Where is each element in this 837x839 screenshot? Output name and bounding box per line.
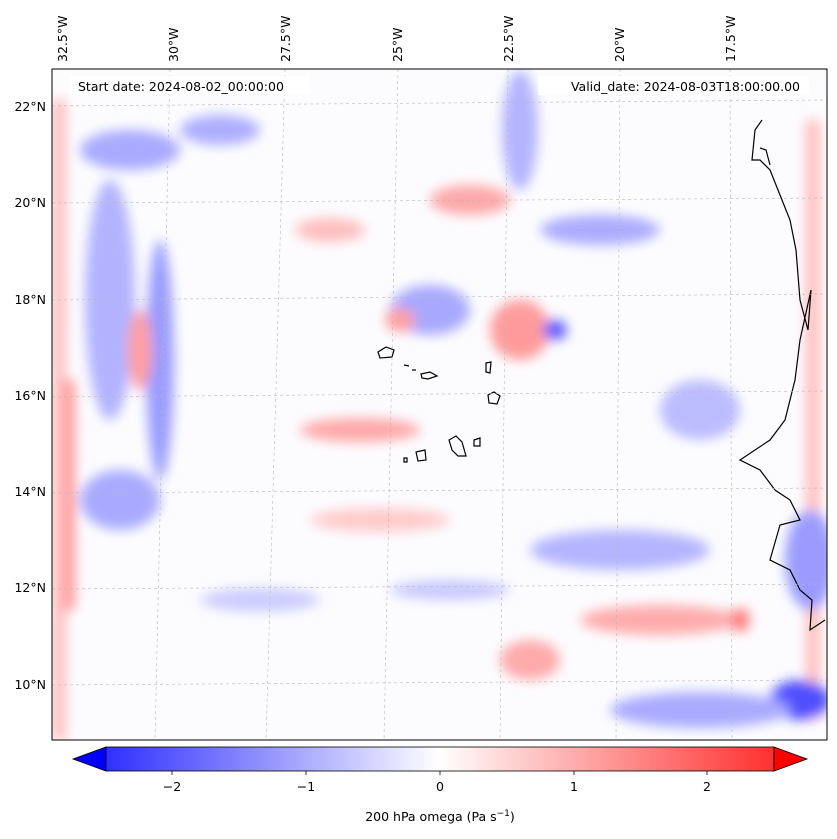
valid-date-text: Valid_date: 2024-08-03T18:00:00.00	[571, 79, 800, 94]
colorbar-extend-min	[71, 746, 107, 772]
lat-label: 20°N	[14, 195, 46, 210]
colorbar-tick: 2	[703, 779, 711, 794]
lat-label: 22°N	[14, 99, 46, 114]
colorbar-tick: 0	[436, 779, 444, 794]
lon-label: 30°W	[166, 27, 181, 62]
coastline	[738, 119, 826, 632]
map-panel	[51, 68, 828, 741]
lon-label: 20°W	[612, 27, 627, 62]
lon-label: 17.5°W	[723, 16, 738, 62]
longitude-labels: 32.5°W 30°W 27.5°W 25°W 22.5°W 20°W 17.5…	[55, 16, 738, 62]
lat-label: 14°N	[14, 484, 46, 499]
lat-label: 10°N	[14, 677, 46, 692]
colorbar-tick: −1	[297, 779, 315, 794]
colorbar-tick: 1	[570, 779, 578, 794]
cape-verde-islands	[377, 346, 501, 463]
lon-label: 27.5°W	[278, 16, 293, 62]
colorbar-tick: −2	[163, 779, 181, 794]
colorbar-body	[105, 746, 775, 772]
lat-label: 18°N	[14, 292, 46, 307]
latitude-labels: 22°N 20°N 18°N 16°N 14°N 12°N 10°N	[14, 99, 46, 692]
start-date-text: Start date: 2024-08-02_00:00:00	[78, 79, 284, 94]
lon-label: 32.5°W	[55, 16, 70, 62]
lat-label: 12°N	[14, 580, 46, 595]
omega-field	[52, 69, 827, 740]
colorbar: −2 −1 0 1 2 200 hPa omega (Pa s−1)	[71, 746, 809, 824]
lon-label: 22.5°W	[501, 16, 516, 62]
colorbar-label: 200 hPa omega (Pa s−1)	[365, 809, 515, 824]
header: Start date: 2024-08-02_00:00:00 Valid_da…	[70, 76, 809, 95]
lat-label: 16°N	[14, 388, 46, 403]
gridlines	[52, 69, 827, 740]
colorbar-extend-max	[773, 746, 809, 772]
lon-label: 25°W	[390, 27, 405, 62]
